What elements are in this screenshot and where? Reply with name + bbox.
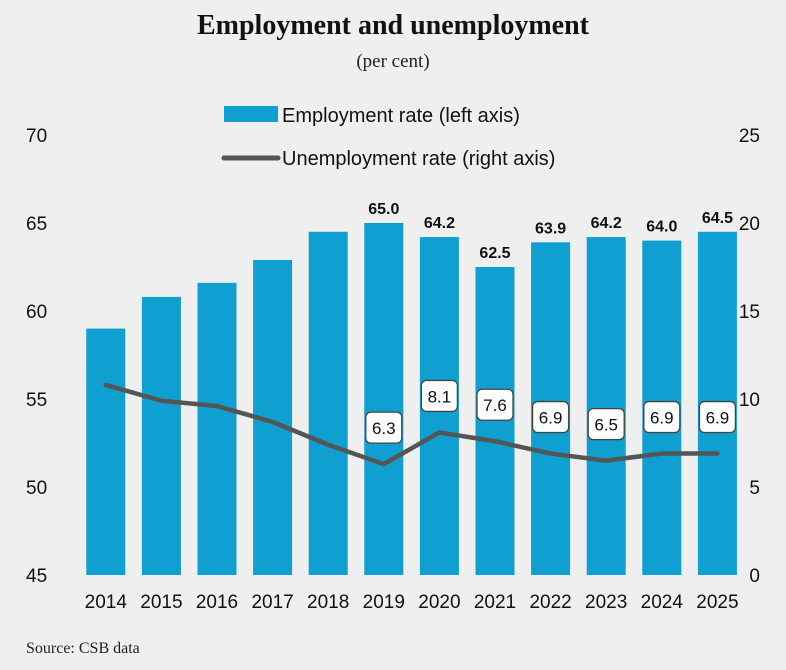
- x-tick-2016: 2016: [196, 592, 238, 613]
- line-label-2019: 6.3: [372, 419, 396, 438]
- unemployment-line: [103, 382, 720, 467]
- y-right-tick-15: 15: [739, 302, 760, 323]
- line-label-box-2021: [476, 388, 514, 421]
- x-tick-2014: 2014: [85, 592, 128, 613]
- line-label-box-2020: [420, 379, 459, 413]
- bar-2023: [586, 237, 626, 575]
- y-left-tick-60: 60: [26, 302, 47, 323]
- line-label-box-2024: [643, 400, 681, 434]
- bar-label-2025: 64.5: [702, 210, 733, 227]
- x-tick-2023: 2023: [585, 592, 627, 613]
- bar-label-2019: 65.0: [368, 201, 399, 218]
- legend-label-employment: Employment rate (left axis): [282, 105, 520, 127]
- bar-label-2023: 64.2: [591, 215, 622, 232]
- y-left-tick-70: 70: [26, 126, 47, 147]
- bar-2016: [197, 282, 237, 575]
- chart-subtitle: (per cent): [356, 51, 430, 72]
- x-tick-2022: 2022: [529, 592, 571, 613]
- bar-2018: [308, 231, 348, 576]
- line-label-2022: 6.9: [539, 409, 563, 428]
- line-label-2020: 8.1: [428, 387, 452, 406]
- line-label-2021: 7.6: [483, 396, 507, 415]
- line-label-2023: 6.5: [594, 416, 618, 435]
- bar-label-2022: 63.9: [535, 220, 566, 237]
- bar-2021: [475, 267, 515, 575]
- y-right-tick-5: 5: [749, 478, 760, 499]
- y-left-tick-55: 55: [26, 390, 47, 411]
- line-label-box-2019: [365, 411, 403, 444]
- legend-swatch-employment: [224, 106, 278, 122]
- line-label-box-2022: [531, 400, 570, 434]
- y-right-tick-25: 25: [739, 126, 760, 147]
- bar-2015: [141, 296, 181, 575]
- x-tick-2025: 2025: [696, 592, 738, 613]
- legend-label-unemployment: Unemployment rate (right axis): [282, 148, 555, 170]
- x-tick-2021: 2021: [474, 592, 516, 613]
- bar-label-2021: 62.5: [479, 245, 510, 262]
- line-label-2024: 6.9: [650, 409, 674, 428]
- y-left-tick-50: 50: [26, 478, 47, 499]
- x-tick-2024: 2024: [641, 592, 684, 613]
- x-tick-2019: 2019: [363, 592, 405, 613]
- y-left-tick-45: 45: [26, 566, 47, 587]
- y-left-tick-65: 65: [26, 214, 47, 235]
- chart-title: Employment and unemployment: [196, 10, 590, 41]
- axes-layer: 2014 2015 2016 2017 2018 2019 2020 2021 2022 2023…: [26, 126, 760, 613]
- line-layer: [103, 382, 720, 467]
- legend: Employment rate (left axis) Unemployment …: [221, 105, 555, 170]
- y-right-tick-0: 0: [749, 566, 760, 587]
- line-label-2025: 6.9: [706, 409, 730, 428]
- x-tick-2018: 2018: [307, 592, 349, 613]
- x-tick-2017: 2017: [251, 592, 293, 613]
- labels-layer: 65.0 64.2 62.5 63.9 64.2 64.0 64.5 6.3 8.1 7.6 6.9…: [365, 201, 737, 444]
- x-tick-2015: 2015: [140, 592, 182, 613]
- x-tick-2020: 2020: [418, 592, 460, 613]
- bar-2019: [364, 223, 404, 575]
- bar-label-2020: 64.2: [424, 215, 455, 232]
- line-label-box-2023: [587, 407, 625, 441]
- bars-layer: [86, 223, 737, 576]
- bar-2014: [86, 328, 126, 575]
- y-right-tick-20: 20: [739, 214, 760, 235]
- line-label-box-2025: [698, 400, 737, 434]
- bar-label-2024: 64.0: [646, 219, 677, 236]
- y-right-tick-10: 10: [739, 390, 760, 411]
- source-note: Source: CSB data: [26, 640, 140, 657]
